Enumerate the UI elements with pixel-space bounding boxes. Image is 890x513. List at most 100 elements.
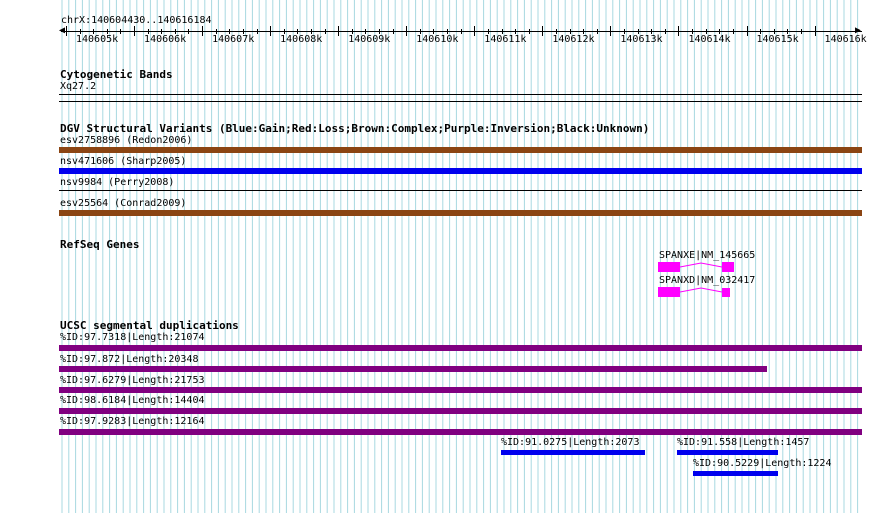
dgv-label-4: esv25564 (Conrad2009) <box>60 198 187 209</box>
ruler-minor-tick <box>310 29 312 34</box>
ruler-tick <box>542 26 544 36</box>
ruler-minor-tick <box>447 29 449 34</box>
ruler-minor-tick <box>460 29 462 34</box>
ruler-minor-tick <box>79 29 81 34</box>
segdup-label-4: %ID:98.6184|Length:14404 <box>60 395 205 406</box>
refseq-title: RefSeq Genes <box>60 238 140 251</box>
ruler-tick-label: 140608k <box>280 34 323 45</box>
ruler-minor-tick <box>351 29 353 34</box>
segdup-label-1: %ID:97.7318|Length:21074 <box>60 332 205 343</box>
ruler-minor-tick <box>379 29 381 34</box>
ruler-minor-tick <box>596 29 598 34</box>
ruler-minor-tick <box>787 29 789 34</box>
segdup-label-6: %ID:91.0275|Length:2073 <box>501 437 640 448</box>
dgv-feature-2[interactable] <box>59 168 862 174</box>
ruler-tick-label: 140610k <box>416 34 459 45</box>
ruler-tick-label: 140607k <box>212 34 255 45</box>
dgv-label-2: nsv471606 (Sharp2005) <box>60 156 187 167</box>
segdup-label-3: %ID:97.6279|Length:21753 <box>60 375 205 386</box>
ruler-minor-tick <box>120 29 122 34</box>
segdup-feature-4[interactable] <box>59 408 862 414</box>
ruler-tick <box>678 26 680 36</box>
segdup-feature-5[interactable] <box>59 429 862 435</box>
ruler-minor-tick <box>651 29 653 34</box>
ruler-left-arrow: ◀ <box>59 25 66 36</box>
dgv-feature-3[interactable] <box>59 190 862 191</box>
ruler-tick-label: 140612k <box>552 34 595 45</box>
ruler-tick <box>66 26 67 36</box>
ruler-minor-tick <box>161 29 163 34</box>
gene-label-spanxd: SPANXD|NM_032417 <box>659 275 756 286</box>
gene-model-spanxe[interactable] <box>656 261 740 275</box>
ruler-minor-tick <box>487 29 489 34</box>
ruler-minor-tick <box>392 29 394 34</box>
segdup-feature-2[interactable] <box>59 366 767 372</box>
range-label: chrX:140604430..140616184 <box>61 15 212 26</box>
ruler-minor-tick <box>188 29 190 34</box>
ruler-tick <box>474 26 476 36</box>
ruler-tick-label: 140615k <box>756 34 799 45</box>
ruler-minor-tick <box>705 29 707 34</box>
segdup-feature-8[interactable] <box>693 471 778 476</box>
ruler-minor-tick <box>419 29 421 34</box>
ruler-minor-tick <box>800 29 802 34</box>
segdup-feature-3[interactable] <box>59 387 862 393</box>
ruler-minor-tick <box>365 29 367 34</box>
ruler-minor-tick <box>297 29 299 34</box>
ruler-tick-label: 140611k <box>484 34 527 45</box>
gene-label-spanxe: SPANXE|NM_145665 <box>659 250 756 261</box>
ruler-tick <box>338 26 340 36</box>
ruler-tick-label: 140616k <box>824 34 867 45</box>
ruler-minor-tick <box>433 29 435 34</box>
ruler-tick-label: 140606k <box>144 34 187 45</box>
ruler-tick <box>270 26 272 36</box>
dgv-label-1: esv2758896 (Redon2006) <box>60 135 193 146</box>
ruler-tick-label: 140614k <box>688 34 731 45</box>
dgv-feature-4[interactable] <box>59 210 862 216</box>
ruler-minor-tick <box>93 29 95 34</box>
gene-model-spanxd[interactable] <box>656 286 740 300</box>
ruler-minor-tick <box>147 29 149 34</box>
ruler-minor-tick <box>773 29 775 34</box>
cytoband-title: Cytogenetic Bands <box>60 68 173 81</box>
dgv-feature-1[interactable] <box>59 147 862 153</box>
ruler-right-arrow: ▶ <box>855 25 862 36</box>
ruler-tick <box>202 26 204 36</box>
dgv-title: DGV Structural Variants (Blue:Gain;Red:L… <box>60 122 650 135</box>
ruler-tick <box>610 26 612 36</box>
ruler-minor-tick <box>229 29 231 34</box>
cytoband-bar[interactable] <box>59 94 862 95</box>
segdup-title: UCSC segmental duplications <box>60 319 239 332</box>
ruler-minor-tick <box>242 29 244 34</box>
ruler-minor-tick <box>528 29 530 34</box>
ruler-minor-tick <box>664 29 666 34</box>
ruler-minor-tick <box>732 29 734 34</box>
ruler-minor-tick <box>719 29 721 34</box>
ruler-tick <box>814 26 816 36</box>
segdup-feature-7[interactable] <box>677 450 778 455</box>
ruler-minor-tick <box>760 29 762 34</box>
ruler-minor-tick <box>624 29 625 34</box>
segdup-label-7: %ID:91.558|Length:1457 <box>677 437 810 448</box>
segdup-feature-1[interactable] <box>59 345 862 351</box>
ruler-minor-tick <box>515 29 517 34</box>
segdup-feature-6[interactable] <box>501 450 645 455</box>
ruler-tick-label: 140613k <box>620 34 663 45</box>
dgv-label-3: nsv9984 (Perry2008) <box>60 177 175 188</box>
ruler-minor-tick <box>501 29 503 34</box>
ruler-tick <box>746 26 748 36</box>
ruler-tick <box>406 26 408 36</box>
ruler-minor-tick <box>692 29 694 34</box>
ruler-minor-tick <box>569 29 571 34</box>
ruler-minor-tick <box>215 29 217 34</box>
ruler-minor-tick <box>256 29 258 34</box>
segdup-label-5: %ID:97.9283|Length:12164 <box>60 416 205 427</box>
cytoband-label[interactable]: Xq27.2 <box>60 81 97 92</box>
ruler-minor-tick <box>106 29 108 34</box>
ruler-minor-tick <box>174 29 176 34</box>
ruler-tick-label: 140605k <box>76 34 119 45</box>
ruler-minor-tick <box>283 29 285 34</box>
ruler-tick <box>134 26 136 36</box>
segdup-label-2: %ID:97.872|Length:20348 <box>60 354 199 365</box>
